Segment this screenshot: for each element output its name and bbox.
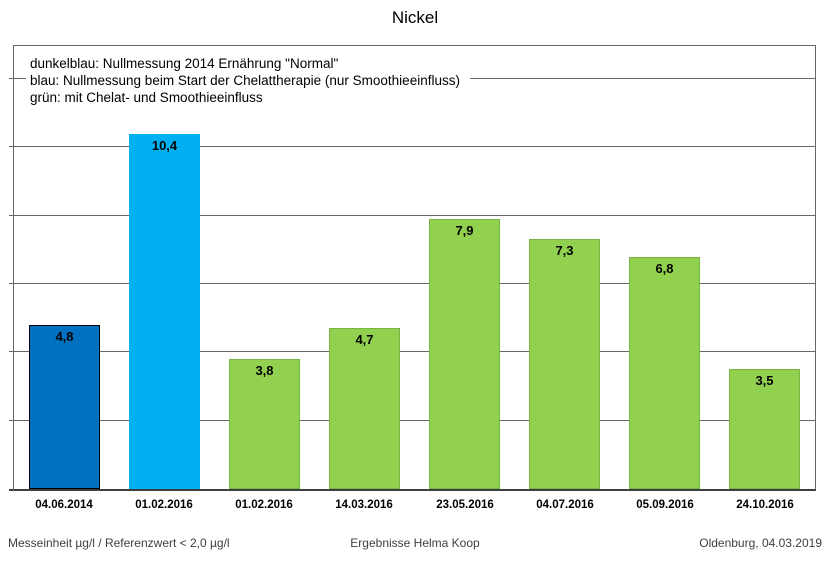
bar-value-label: 7,9 (455, 223, 474, 238)
gridline (14, 420, 815, 421)
bar-grün: 3,8 (229, 359, 300, 489)
plot-area: 4,8 10,4 3,8 4,7 7,9 7,3 6,8 3,5 dunkelblau: Nu… (9, 45, 816, 491)
x-axis-label: 23.05.2016 (436, 499, 494, 511)
bar-blau: 10,4 (129, 134, 200, 489)
footer: Messeinheit µg/l / Referenzwert < 2,0 µg… (0, 536, 830, 552)
footer-place-date: Oldenburg, 04.03.2019 (699, 536, 822, 550)
footer-results-credit: Ergebnisse Helma Koop (350, 536, 480, 550)
bar-value-label: 3,8 (255, 363, 274, 378)
x-axis-label: 01.02.2016 (235, 499, 293, 511)
legend-line-gruen: grün: mit Chelat- und Smoothieeinfluss (30, 90, 263, 105)
x-axis-label: 05.09.2016 (636, 499, 694, 511)
x-axis-labels: 04.06.2014 01.02.2016 01.02.2016 14.03.2016… (13, 499, 816, 515)
bar-grün: 7,9 (429, 219, 500, 489)
bar-dunkelblau: 4,8 (29, 325, 100, 489)
bar-grün: 3,5 (729, 369, 800, 489)
gridline (14, 283, 815, 284)
bar-grün: 7,3 (529, 239, 600, 489)
y-axis-tick (9, 420, 13, 421)
gridline (14, 215, 815, 216)
bar-value-label: 4,7 (355, 332, 374, 347)
bar-grün: 6,8 (629, 257, 700, 489)
x-axis-label: 04.07.2016 (536, 499, 594, 511)
bar-value-label: 10,4 (151, 138, 178, 153)
y-axis-tick (9, 78, 13, 79)
x-axis-label: 01.02.2016 (135, 499, 193, 511)
footer-measurement-unit: Messeinheit µg/l / Referenzwert < 2,0 µg… (8, 536, 230, 550)
legend-line-dunkelblau: dunkelblau: Nullmessung 2014 Ernährung "… (30, 56, 339, 71)
x-axis-label: 14.03.2016 (335, 499, 393, 511)
y-axis-tick (9, 351, 13, 352)
bar-value-label: 6,8 (655, 261, 674, 276)
bar-value-label: 7,3 (555, 243, 574, 258)
y-axis-tick (9, 215, 13, 216)
legend-line-blau: blau: Nullmessung beim Start der Chelatt… (30, 73, 460, 88)
x-axis-label: 24.10.2016 (736, 499, 794, 511)
y-axis-tick (9, 283, 13, 284)
y-axis-tick (9, 146, 13, 147)
gridline (14, 146, 815, 147)
legend: dunkelblau: Nullmessung 2014 Ernährung "… (26, 51, 470, 112)
bar-value-label: 4,8 (55, 329, 74, 344)
y-axis-tick (9, 489, 13, 491)
chart-title: Nickel (391, 8, 439, 27)
gridline (14, 351, 815, 352)
bar-grün: 4,7 (329, 328, 400, 489)
x-axis-label: 04.06.2014 (35, 499, 93, 511)
bar-value-label: 3,5 (755, 373, 774, 388)
